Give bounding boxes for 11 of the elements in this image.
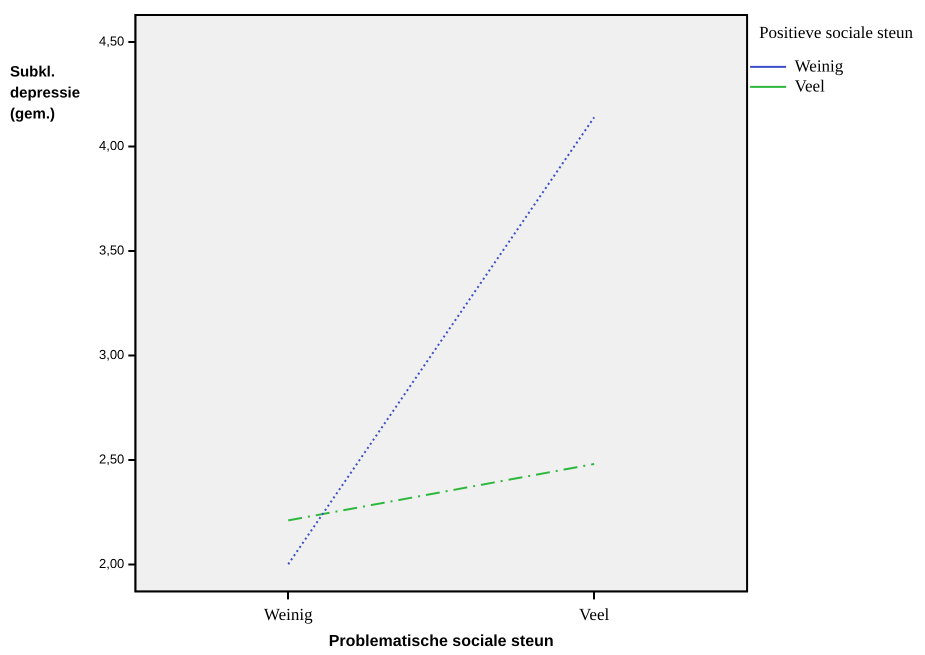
y-tick-label: 4,50 [98,34,124,49]
y-axis-title: Subkl. depressie (gem.) [10,64,80,123]
legend-label: Weinig [794,56,844,76]
legend-title: Positieve sociale steun [759,22,914,42]
y-tick-label: 4,00 [98,138,124,154]
y-tick-label: 2,50 [98,451,124,466]
y-tick-label: 3,00 [98,346,124,362]
x-axis-title: Problematische sociale steun [328,632,554,650]
y-tick-label: 2,00 [98,556,124,571]
legend-label: Veel [794,76,826,96]
y-tick-label: 3,50 [98,242,124,258]
